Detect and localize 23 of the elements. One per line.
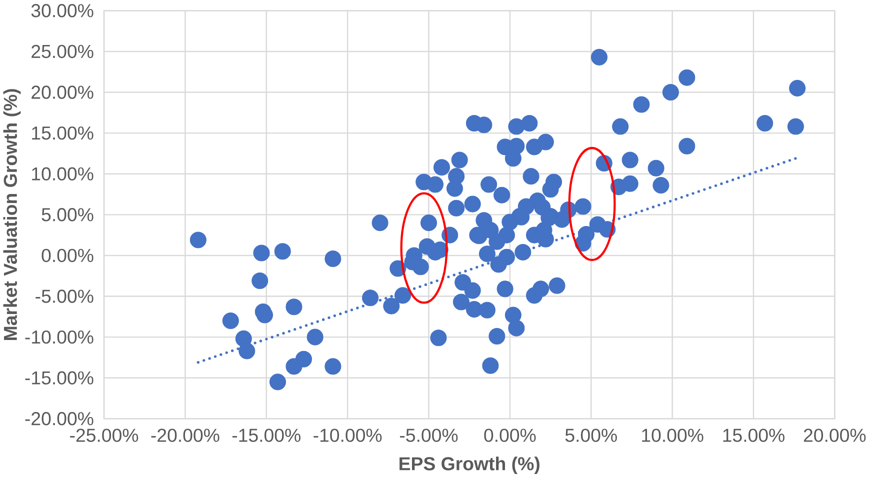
x-tick-label: 5.00% bbox=[565, 428, 617, 442]
x-tick-label: 10.00% bbox=[642, 428, 704, 442]
x-tick-label: -25.00% bbox=[70, 428, 138, 442]
y-tick-label: -20.00% bbox=[25, 412, 94, 426]
y-tick-label: 20.00% bbox=[32, 86, 94, 99]
x-tick-label: -15.00% bbox=[232, 428, 300, 442]
y-tick-label: 0.00% bbox=[42, 248, 94, 262]
x-tick-label: 20.00% bbox=[804, 428, 866, 442]
y-tick-label: 25.00% bbox=[32, 44, 94, 58]
x-tick-label: -5.00% bbox=[400, 428, 458, 442]
y-tick-label: -5.00% bbox=[36, 290, 94, 303]
y-tick-label: -10.00% bbox=[25, 330, 94, 344]
y-tick-label: -15.00% bbox=[25, 371, 94, 384]
y-axis-title: Market Valuation Growth (%) bbox=[3, 89, 21, 340]
x-tick-label: -20.00% bbox=[151, 428, 220, 442]
y-tick-label: 15.00% bbox=[32, 126, 94, 140]
y-tick-label: 5.00% bbox=[42, 208, 94, 222]
y-tick-label: 10.00% bbox=[32, 167, 94, 180]
x-tick-label: 15.00% bbox=[723, 428, 784, 442]
x-tick-label: -10.00% bbox=[314, 428, 382, 442]
y-tick-label: 30.00% bbox=[31, 4, 94, 18]
x-tick-label: 0.00% bbox=[484, 428, 536, 442]
x-axis-title: EPS Growth (%) bbox=[400, 456, 540, 474]
